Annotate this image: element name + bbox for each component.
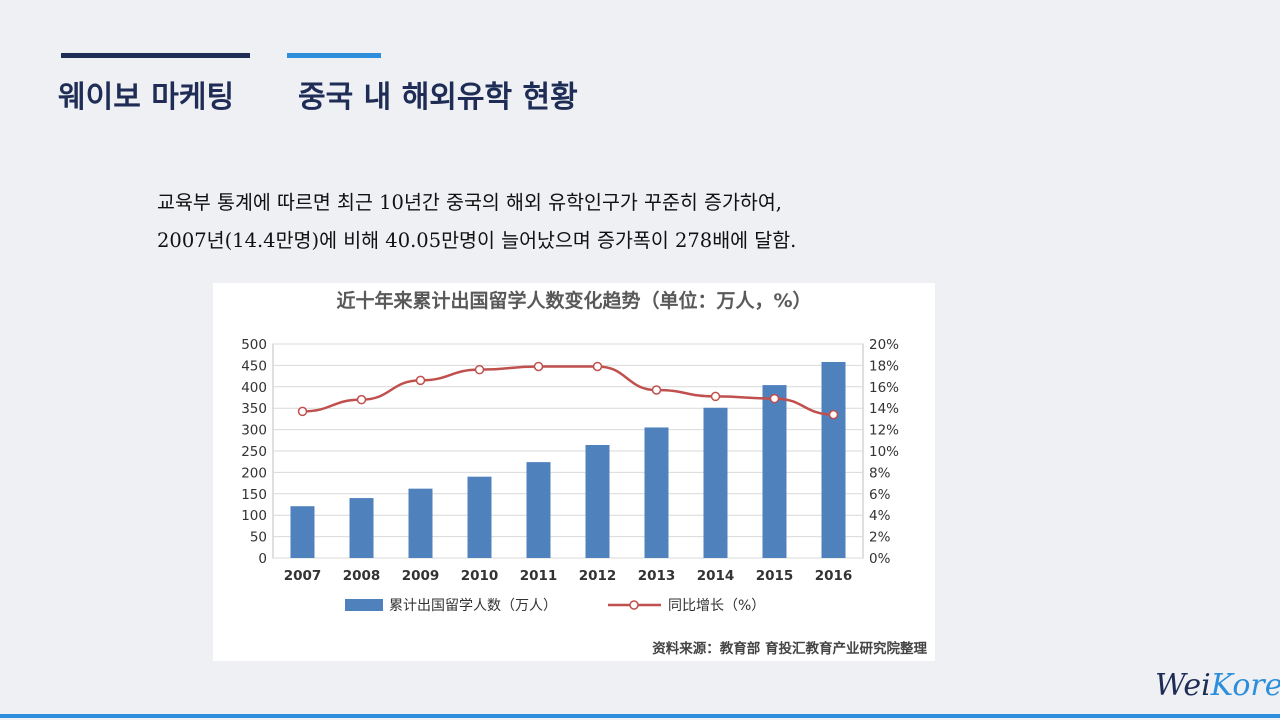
y-tick-label: 150 [241, 487, 267, 503]
y2-tick-label: 16% [869, 380, 899, 396]
bottom-divider [0, 714, 1280, 718]
x-tick-label: 2010 [461, 568, 499, 584]
bar [467, 476, 492, 558]
y2-tick-label: 0% [869, 551, 891, 567]
growth-point [474, 364, 485, 375]
y-tick-label: 0 [258, 551, 267, 567]
growth-point [415, 375, 426, 386]
bar [290, 506, 315, 558]
logo-korea: Korea [1210, 668, 1280, 703]
header-accent-light [287, 53, 381, 58]
body-text: 교육부 통계에 따르면 최근 10년간 중국의 해외 유학인구가 꾸준히 증가하… [157, 184, 796, 260]
bar [821, 361, 846, 558]
header-brand: 웨이보 마케팅 [58, 80, 235, 115]
y-tick-label: 300 [241, 423, 267, 439]
growth-point [297, 406, 308, 417]
bar [644, 427, 669, 558]
x-tick-label: 2016 [815, 568, 853, 584]
y2-tick-label: 18% [869, 358, 899, 374]
chart-panel: 近十年来累计出国留学人数变化趋势（单位：万人，%） 0 50 100 150 200 250… [213, 283, 935, 661]
y-tick-label: 450 [241, 358, 267, 374]
y2-tick-label: 6% [869, 487, 891, 503]
y-tick-label: 350 [241, 401, 267, 417]
bar [585, 445, 610, 558]
x-tick-label: 2011 [520, 568, 558, 584]
y2-tick-label: 14% [869, 401, 899, 417]
x-tick-label: 2007 [284, 568, 322, 584]
legend-line-marker [629, 600, 639, 610]
y-tick-label: 250 [241, 444, 267, 460]
growth-point [710, 391, 721, 402]
y2-tick-label: 12% [869, 423, 899, 439]
growth-line [302, 365, 834, 416]
chart: 近十年来累计出国留学人数变化趋势（单位：万人，%） 0 50 100 150 200 250… [241, 289, 927, 657]
x-tick-label: 2008 [343, 568, 381, 584]
growth-point [592, 361, 603, 372]
legend-bar-swatch [345, 599, 383, 611]
chart-source: 资料来源：教育部 育投汇教育产业研究院整理 [652, 640, 927, 657]
chart-title: 近十年来累计出国留学人数变化趋势（单位：万人，%） [336, 289, 811, 312]
header-topic: 중국 내 해외유학 현황 [298, 80, 578, 115]
x-tick-label: 2015 [756, 568, 794, 584]
x-tick-label: 2014 [697, 568, 735, 584]
y-tick-label: 50 [250, 530, 267, 546]
y-tick-label: 500 [241, 337, 267, 353]
y-tick-label: 400 [241, 380, 267, 396]
y-tick-label: 100 [241, 508, 267, 524]
x-tick-label: 2013 [638, 568, 676, 584]
legend-bar-label: 累计出国留学人数（万人） [389, 598, 557, 614]
y2-tick-label: 4% [869, 508, 891, 524]
bar [762, 385, 787, 558]
growth-point [828, 409, 839, 420]
y2-tick-label: 8% [869, 465, 891, 481]
growth-point [769, 393, 780, 404]
legend-line-label: 同比增长（%） [668, 598, 765, 614]
x-tick-label: 2009 [402, 568, 440, 584]
y-tick-label: 200 [241, 465, 267, 481]
logo-wei: Wei [1155, 668, 1211, 703]
header-accent-dark [61, 53, 250, 58]
growth-point [651, 385, 662, 395]
bar [408, 488, 433, 558]
bar [703, 407, 728, 558]
x-tick-label: 2012 [579, 568, 617, 584]
growth-point [356, 394, 367, 405]
body-line-2: 2007년(14.4만명)에 비해 40.05만명이 늘어났으며 증가폭이 27… [157, 229, 797, 252]
growth-point [533, 361, 544, 372]
weikorea-logo: WeiKorea [1155, 668, 1280, 703]
body-line-1: 교육부 통계에 따르면 최근 10년간 중국의 해외 유학인구가 꾸준히 증가하… [157, 191, 782, 214]
y2-tick-label: 20% [869, 337, 899, 353]
y2-tick-label: 2% [869, 530, 891, 546]
bar [526, 462, 551, 558]
y2-tick-label: 10% [869, 444, 899, 460]
bar [349, 498, 374, 558]
